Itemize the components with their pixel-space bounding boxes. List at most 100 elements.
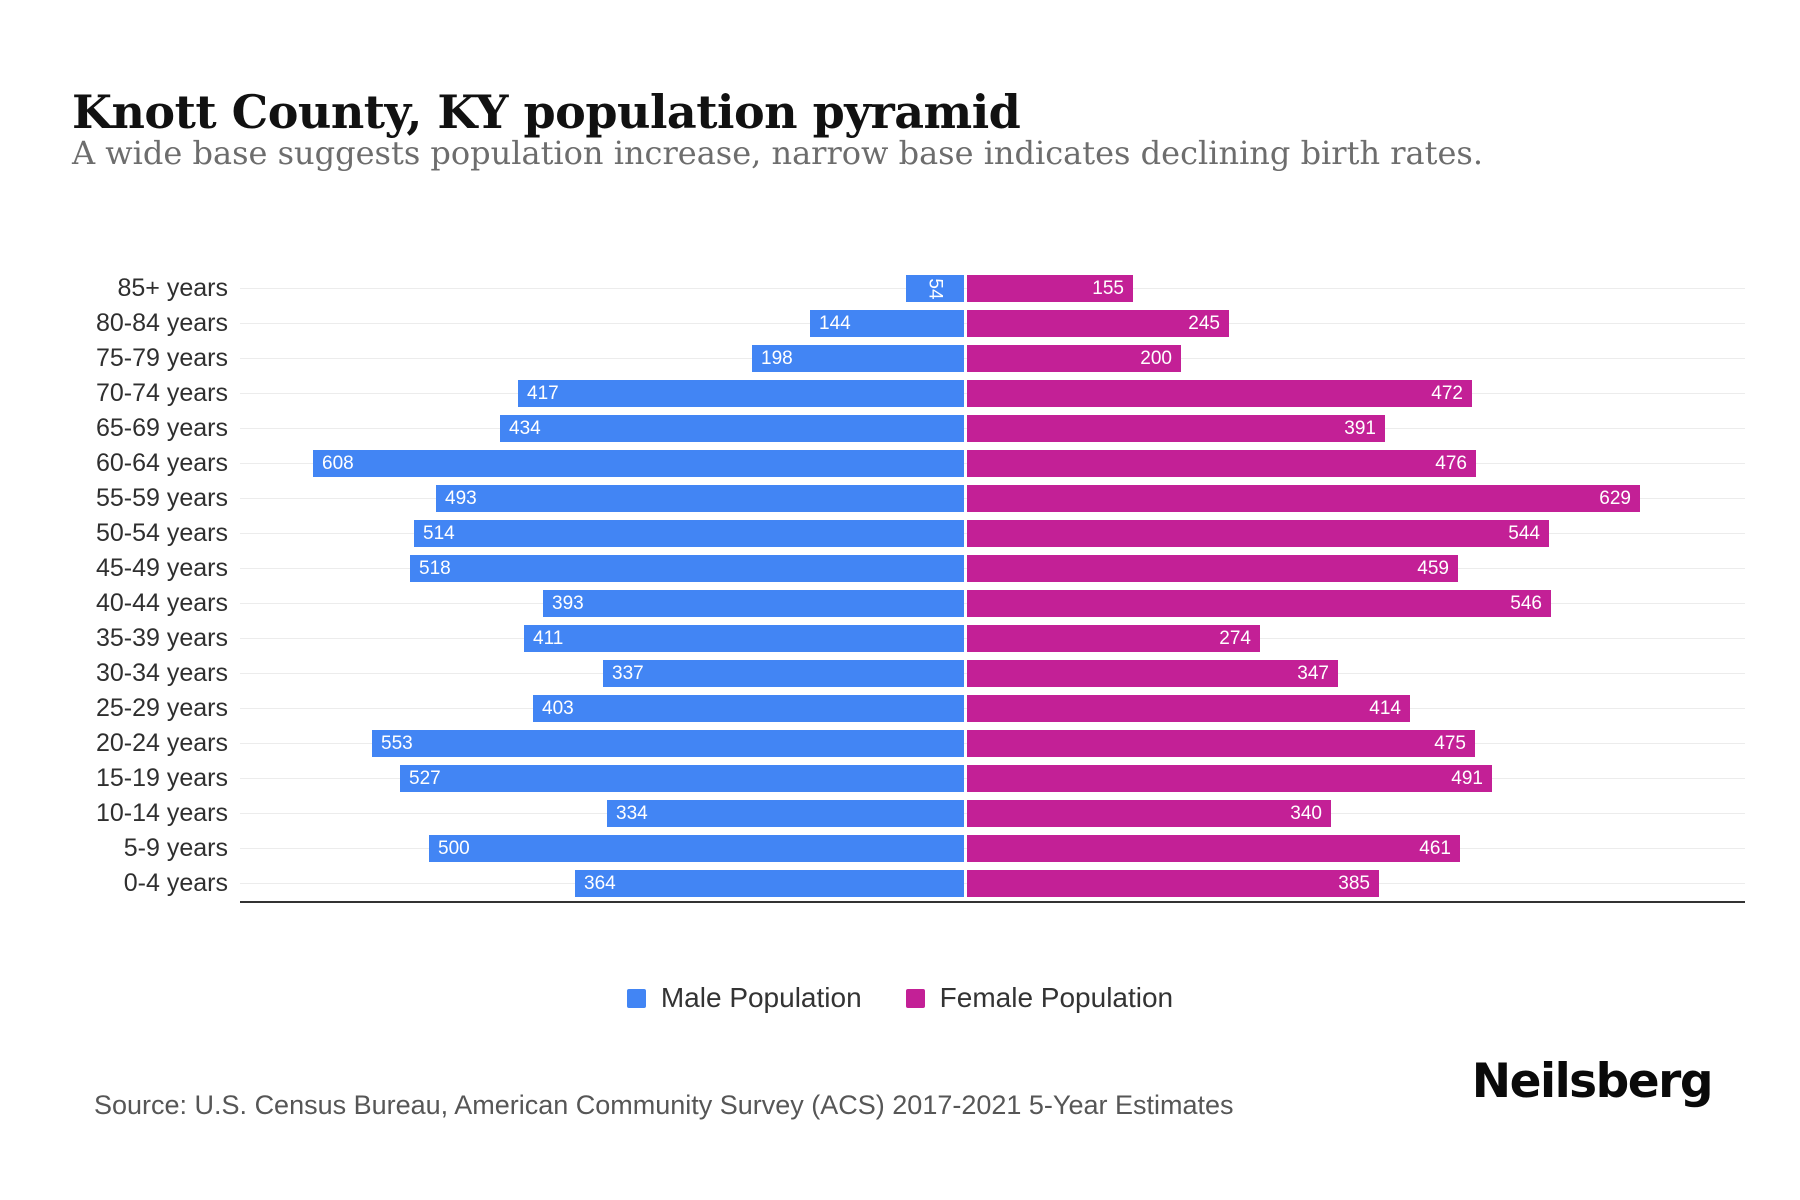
source-note: Source: U.S. Census Bureau, American Com…	[94, 1090, 1234, 1120]
female-bar[interactable]: 491	[967, 765, 1492, 792]
male-value-label: 417	[527, 383, 559, 404]
pyramid-row: 65-69 years 434 391	[0, 411, 1800, 446]
male-bar[interactable]: 198	[752, 345, 964, 372]
male-value-label: 527	[409, 768, 441, 789]
pyramid-row: 30-34 years 337 347	[0, 656, 1800, 691]
y-axis-label: 40-44 years	[95, 589, 228, 617]
y-axis-label: 80-84 years	[95, 309, 228, 337]
male-value-label: 514	[423, 523, 455, 544]
male-value-label: 364	[584, 873, 616, 894]
pyramid-row: 45-49 years 518 459	[0, 551, 1800, 586]
pyramid-row: 15-19 years 527 491	[0, 761, 1800, 796]
male-bar[interactable]: 393	[543, 590, 964, 617]
y-axis-label: 10-14 years	[95, 799, 228, 827]
population-pyramid-chart: 85+ years 54 155 80-84 years 144 245 75-79 yea…	[0, 271, 1800, 903]
female-legend-swatch-icon	[905, 988, 925, 1008]
female-value-label: 347	[1297, 663, 1329, 684]
male-value-label: 393	[552, 593, 584, 614]
male-bar[interactable]: 434	[500, 415, 964, 442]
male-value-label: 500	[438, 838, 470, 859]
female-value-label: 245	[1188, 313, 1220, 334]
female-bar[interactable]: 200	[967, 345, 1181, 372]
male-bar[interactable]: 364	[575, 870, 964, 897]
y-axis-label: 5-9 years	[123, 834, 228, 862]
x-axis-line	[240, 901, 1745, 903]
male-bar[interactable]: 337	[603, 660, 964, 687]
pyramid-row: 55-59 years 493 629	[0, 481, 1800, 516]
y-axis-label: 45-49 years	[95, 554, 228, 582]
female-bar[interactable]: 347	[967, 660, 1338, 687]
male-bar[interactable]: 144	[810, 310, 964, 337]
chart-legend: Male Population Female Population	[0, 982, 1800, 1014]
pyramid-row: 20-24 years 553 475	[0, 726, 1800, 761]
y-axis-label: 70-74 years	[95, 379, 228, 407]
male-value-label: 198	[761, 348, 793, 369]
female-value-label: 629	[1599, 488, 1631, 509]
y-axis-label: 65-69 years	[95, 414, 228, 442]
female-value-label: 546	[1510, 593, 1542, 614]
y-axis-label: 60-64 years	[95, 449, 228, 477]
legend-item-female[interactable]: Female Population	[905, 982, 1174, 1014]
male-bar[interactable]: 514	[414, 520, 964, 547]
female-value-label: 461	[1419, 838, 1451, 859]
female-bar[interactable]: 340	[967, 800, 1331, 827]
legend-label: Male Population	[660, 982, 862, 1013]
male-value-label: 54	[924, 277, 946, 300]
pyramid-row: 0-4 years 364 385	[0, 866, 1800, 901]
female-bar[interactable]: 385	[967, 870, 1379, 897]
female-bar[interactable]: 472	[967, 380, 1472, 407]
female-value-label: 385	[1338, 873, 1370, 894]
female-bar[interactable]: 475	[967, 730, 1475, 757]
page-title: Knott County, KY population pyramid	[72, 84, 1021, 139]
male-bar[interactable]: 403	[533, 695, 964, 722]
pyramid-row: 75-79 years 198 200	[0, 341, 1800, 376]
female-bar[interactable]: 274	[967, 625, 1260, 652]
male-value-label: 434	[509, 418, 541, 439]
female-bar[interactable]: 544	[967, 520, 1549, 547]
y-axis-label: 35-39 years	[95, 624, 228, 652]
y-axis-label: 0-4 years	[123, 869, 228, 897]
pyramid-row: 10-14 years 334 340	[0, 796, 1800, 831]
male-bar[interactable]: 417	[518, 380, 964, 407]
pyramid-row: 5-9 years 500 461	[0, 831, 1800, 866]
legend-item-male[interactable]: Male Population	[626, 982, 862, 1014]
female-value-label: 491	[1451, 768, 1483, 789]
male-bar[interactable]: 500	[429, 835, 964, 862]
male-bar[interactable]: 553	[372, 730, 964, 757]
male-bar[interactable]: 411	[524, 625, 964, 652]
pyramid-row: 80-84 years 144 245	[0, 306, 1800, 341]
female-bar[interactable]: 459	[967, 555, 1458, 582]
y-axis-label: 85+ years	[117, 274, 229, 302]
male-bar[interactable]: 54	[906, 275, 964, 302]
female-value-label: 475	[1434, 733, 1466, 754]
female-value-label: 472	[1431, 383, 1463, 404]
female-bar[interactable]: 414	[967, 695, 1410, 722]
male-value-label: 144	[819, 313, 851, 334]
male-bar[interactable]: 334	[607, 800, 964, 827]
legend-label: Female Population	[939, 982, 1174, 1013]
female-bar[interactable]: 155	[967, 275, 1133, 302]
female-bar[interactable]: 629	[967, 485, 1640, 512]
male-bar[interactable]: 527	[400, 765, 964, 792]
pyramid-row: 85+ years 54 155	[0, 271, 1800, 306]
male-bar[interactable]: 518	[410, 555, 964, 582]
male-bar[interactable]: 608	[313, 450, 964, 477]
male-value-label: 608	[322, 453, 354, 474]
male-value-label: 553	[381, 733, 413, 754]
y-axis-label: 20-24 years	[95, 729, 228, 757]
female-bar[interactable]: 476	[967, 450, 1476, 477]
female-bar[interactable]: 546	[967, 590, 1551, 617]
female-value-label: 414	[1369, 698, 1401, 719]
male-bar[interactable]: 493	[436, 485, 964, 512]
pyramid-row: 70-74 years 417 472	[0, 376, 1800, 411]
male-value-label: 334	[616, 803, 648, 824]
pyramid-row: 25-29 years 403 414	[0, 691, 1800, 726]
female-value-label: 459	[1417, 558, 1449, 579]
male-value-label: 337	[612, 663, 644, 684]
female-bar[interactable]: 391	[967, 415, 1385, 442]
female-bar[interactable]: 461	[967, 835, 1460, 862]
brand-logo[interactable]: Neilsberg	[1471, 1054, 1714, 1109]
female-value-label: 155	[1092, 278, 1124, 299]
y-axis-label: 15-19 years	[95, 764, 228, 792]
female-bar[interactable]: 245	[967, 310, 1229, 337]
